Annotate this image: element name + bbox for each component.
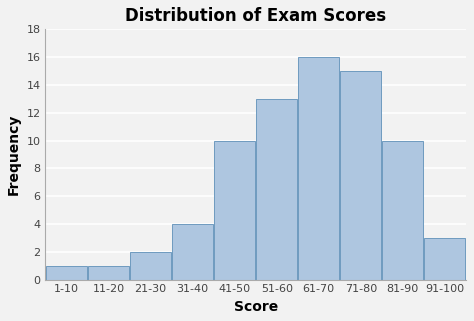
Bar [172,224,213,280]
X-axis label: Score: Score [234,300,278,314]
Bar [130,252,171,280]
Y-axis label: Frequency: Frequency [7,114,21,195]
Bar [340,71,381,280]
Title: Distribution of Exam Scores: Distribution of Exam Scores [125,7,386,25]
Bar [46,266,87,280]
Bar [256,99,297,280]
Bar [88,266,129,280]
Bar [214,141,255,280]
Bar [383,141,423,280]
Bar [298,57,339,280]
Bar [424,238,465,280]
